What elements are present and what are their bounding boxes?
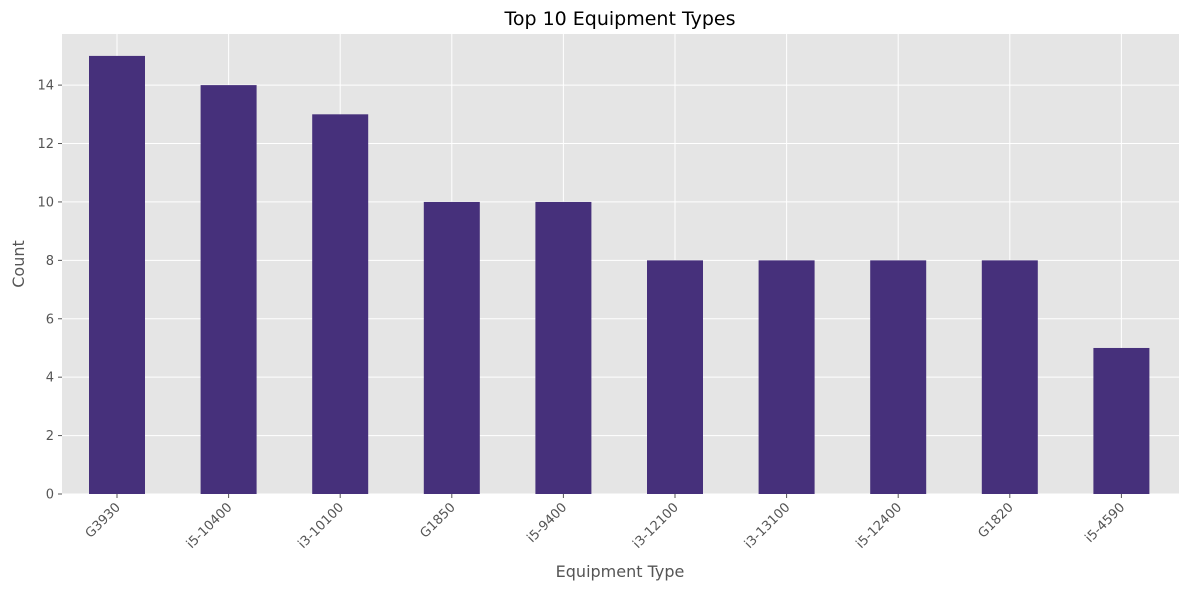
y-tick-label: 0 xyxy=(46,488,54,503)
bar-G1850 xyxy=(423,201,480,494)
x-tick-label: i5-4590 xyxy=(1082,500,1128,546)
y-tick-label: 4 xyxy=(46,371,54,386)
x-tick-label: i3-12100 xyxy=(630,500,682,552)
y-tick-label: 10 xyxy=(37,195,54,210)
y-axis-ticks: 0 2 4 6 8 10 12 14 xyxy=(37,79,62,503)
y-tick-label: 6 xyxy=(46,312,54,327)
bar-i5-4590 xyxy=(1093,347,1150,494)
x-tick-label: G3930 xyxy=(83,500,124,541)
x-axis-ticks: G3930 i5-10400 i3-10100 G1850 i5-9400 i3-1210… xyxy=(83,494,1128,552)
bars xyxy=(89,55,1150,495)
chart-title: Top 10 Equipment Types xyxy=(503,8,735,30)
bar-i3-10100 xyxy=(312,114,369,495)
x-tick-label: i5-10400 xyxy=(184,500,236,552)
bar-i3-13100 xyxy=(758,260,815,494)
y-tick-label: 14 xyxy=(37,79,54,94)
x-tick-label: G1820 xyxy=(975,500,1016,541)
y-axis-title: Count xyxy=(9,240,28,288)
bar-i5-9400 xyxy=(535,201,592,494)
x-tick-label: i3-10100 xyxy=(295,500,347,552)
x-tick-label: i5-9400 xyxy=(524,500,570,546)
bar-G3930 xyxy=(89,55,145,495)
x-tick-label: i5-12400 xyxy=(853,500,905,552)
y-tick-label: 2 xyxy=(46,429,54,444)
x-tick-label: i3-13100 xyxy=(742,500,794,552)
bar-i3-12100 xyxy=(647,260,703,494)
y-tick-label: 12 xyxy=(37,137,54,152)
x-tick-label: G1850 xyxy=(417,500,458,541)
x-axis-title: Equipment Type xyxy=(556,562,685,581)
bar-G1820 xyxy=(981,260,1038,494)
bar-i5-12400 xyxy=(870,260,927,494)
y-tick-label: 8 xyxy=(46,254,54,269)
bar-i5-10400 xyxy=(200,85,257,494)
